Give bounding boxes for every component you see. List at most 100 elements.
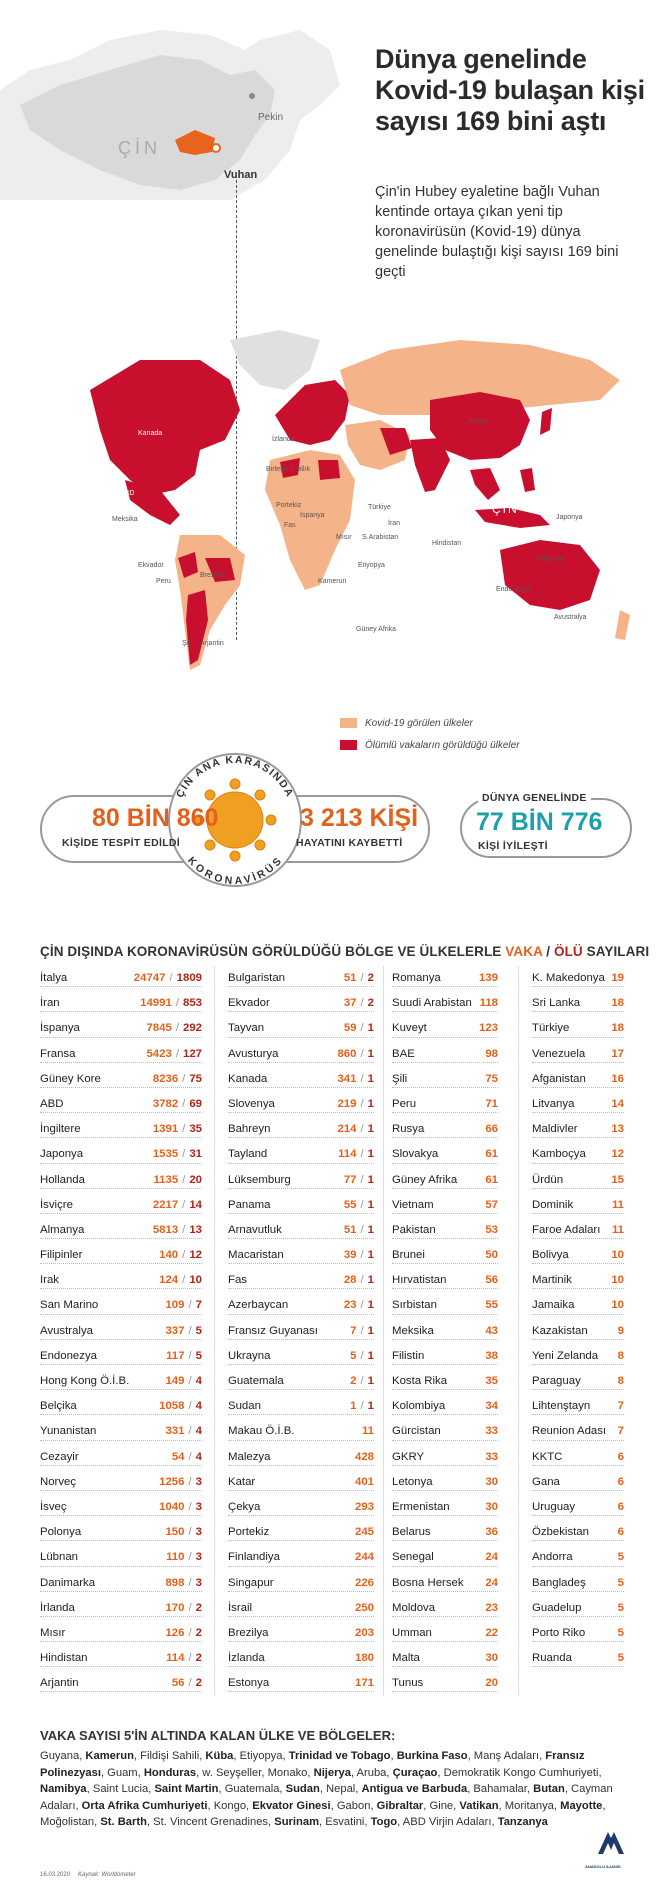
country-name: Finlandiya — [228, 1551, 280, 1564]
china-inset-map — [0, 30, 340, 200]
country-name: İran — [40, 997, 60, 1010]
country-list-item: Sudan — [285, 1783, 320, 1795]
australia-shape — [500, 540, 600, 610]
case-value: 341 — [337, 1072, 357, 1085]
death-value: 1 — [367, 1047, 374, 1060]
death-value: 1 — [367, 1375, 374, 1387]
country-name: Norveç — [40, 1475, 77, 1488]
case-count: 17 — [611, 1048, 624, 1060]
case-count: 5423/127 — [146, 1048, 202, 1060]
map-label-rusya: Rusya — [468, 418, 488, 425]
case-value: 170 — [165, 1601, 185, 1614]
country-name: Panama — [228, 1198, 271, 1211]
country-name: Ruanda — [532, 1652, 572, 1665]
table-row: Irak 124/10 — [40, 1264, 202, 1290]
case-count: 57 — [485, 1199, 498, 1211]
death-value: 3 — [195, 1576, 202, 1589]
case-count: 170/2 — [165, 1602, 202, 1614]
case-value: 16 — [611, 1072, 624, 1085]
recovered-label: KİŞİ İYİLEŞTİ — [478, 840, 548, 852]
country-name: Meksika — [392, 1324, 434, 1337]
country-name: Kazakistan — [532, 1324, 588, 1337]
death-value: 4 — [195, 1375, 202, 1387]
country-name: Sırbistan — [392, 1299, 437, 1312]
country-name: ABD — [40, 1097, 64, 1110]
map-label-misir: Mısır — [336, 534, 352, 541]
case-count: 19 — [611, 972, 624, 984]
case-count: 77/1 — [344, 1174, 374, 1186]
table-row: Azerbaycan 23/1 — [228, 1289, 374, 1315]
page-title: Dünya genelinde Kovid-19 bulaşan kişi sa… — [375, 44, 645, 136]
case-value: 35 — [485, 1375, 498, 1387]
recovered-value: 77 BİN 776 — [476, 808, 603, 836]
case-value: 140 — [159, 1249, 179, 1262]
table-row: Umman 22 — [392, 1617, 498, 1643]
table-title-pre: ÇİN DIŞINDA KORONAVİRÜSÜN GÖRÜLDÜĞÜ BÖLG… — [40, 944, 506, 959]
table-title-death: ÖLÜ — [553, 944, 583, 959]
table-row: İsrail 250 — [228, 1592, 374, 1618]
country-list-item: Demokratik Kongo Cumhuriyeti — [443, 1766, 599, 1779]
case-value: 28 — [343, 1274, 357, 1287]
table-row: Tunus 20 — [392, 1667, 498, 1693]
country-name: Cezayir — [40, 1450, 79, 1463]
table-column-2: Bulgaristan 51/2 Ekvador 37/2 Tayvan 59/1 Avus… — [228, 962, 374, 1693]
mexico-shape — [125, 480, 180, 525]
map-legend: Kovid-19 görülen ülkeler Ölümlü vakaları… — [340, 712, 520, 756]
map-label-arjantin: Arjantin — [200, 640, 224, 647]
indonesia-shape — [475, 508, 550, 528]
death-value: 1 — [367, 1198, 374, 1211]
table-row: Türkiye 18 — [532, 1012, 624, 1038]
bottom-country-list: Guyana, Kamerun, Fildişi Sahili, Küba, E… — [40, 1750, 613, 1828]
case-count: 203 — [355, 1627, 374, 1639]
case-count: 117/5 — [166, 1350, 202, 1362]
death-value: 12 — [189, 1249, 202, 1262]
case-count: 33 — [485, 1451, 498, 1463]
case-value: 5423 — [146, 1047, 172, 1060]
country-name: İspanya — [40, 1022, 80, 1035]
case-count: 55/1 — [344, 1199, 374, 1211]
case-count: 28/1 — [344, 1274, 374, 1286]
case-value: 57 — [485, 1198, 498, 1211]
table-title-case: VAKA — [505, 944, 543, 959]
table-row: Mısır 126/2 — [40, 1617, 202, 1643]
table-row: Slovakya 61 — [392, 1138, 498, 1164]
table-row: Singapur 226 — [228, 1567, 374, 1592]
table-row: Macaristan 39/1 — [228, 1239, 374, 1265]
table-row: Maldivler 13 — [532, 1113, 624, 1139]
death-value: 1 — [367, 1022, 374, 1035]
table-title-slash: / — [542, 944, 554, 959]
map-label-guney-afrika: Güney Afrika — [356, 626, 397, 633]
country-list-item: Vatikan — [459, 1799, 499, 1812]
case-count: 16 — [611, 1073, 624, 1085]
case-value: 50 — [485, 1249, 498, 1262]
death-value: 10 — [189, 1274, 202, 1287]
case-count: 245 — [355, 1526, 374, 1538]
table-row: Filipinler 140/12 — [40, 1239, 202, 1265]
case-count: 5 — [618, 1652, 624, 1664]
case-value: 203 — [354, 1626, 374, 1639]
case-count: 22 — [485, 1627, 498, 1639]
country-name: İsveç — [40, 1500, 67, 1513]
case-value: 61 — [485, 1148, 498, 1161]
country-name: Jamaika — [532, 1299, 575, 1312]
case-value: 14991 — [140, 997, 172, 1010]
world-map — [90, 330, 630, 670]
table-row: Arnavutluk 51/1 — [228, 1214, 374, 1240]
case-count: 250 — [355, 1602, 374, 1614]
case-count: 35 — [485, 1375, 498, 1387]
country-name: Ukrayna — [228, 1349, 271, 1362]
case-count: 51/1 — [344, 1224, 374, 1236]
case-value: 37 — [343, 997, 357, 1010]
country-list-item: Gine — [429, 1799, 454, 1812]
value-separator: / — [188, 1677, 192, 1690]
country-list-item: Tanzanya — [497, 1816, 548, 1828]
country-name: Yeni Zelanda — [532, 1349, 599, 1362]
country-list-item: Küba — [205, 1750, 234, 1762]
table-row: GKRY 33 — [392, 1441, 498, 1466]
value-separator: / — [360, 1198, 364, 1211]
value-separator: / — [360, 1022, 364, 1035]
case-count: 118 — [480, 997, 498, 1009]
footer-source: Kaynak: Worldometer — [78, 1872, 136, 1878]
map-label-cin: ÇİN — [492, 502, 519, 516]
case-count: 55 — [485, 1299, 498, 1311]
